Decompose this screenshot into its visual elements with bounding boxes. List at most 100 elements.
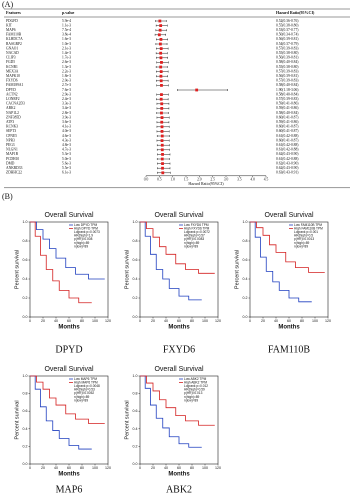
y-tick-label: 0.6	[133, 258, 138, 262]
feature-label: KCNB1	[6, 65, 18, 69]
y-tick-label: 0.8	[133, 239, 138, 243]
y-axis-label: Percent survival	[234, 250, 240, 289]
x-tick-label: 60	[67, 319, 71, 323]
feature-label: ATF3	[6, 120, 14, 124]
hr-point	[160, 93, 163, 96]
stat-annotation: n(low)=89	[294, 244, 308, 248]
stat-annotation: p(HR)=0.0052	[74, 391, 94, 395]
p-value: 7.6e-3	[62, 88, 71, 92]
gene-caption: MAP6	[56, 484, 83, 495]
feature-label: MAPK10	[6, 74, 20, 78]
x-tick-label: 80	[190, 466, 194, 470]
y-tick-label: 0.8	[243, 239, 248, 243]
hr-label: 0.58(0.40-0.84)	[276, 92, 299, 96]
x-tick-label: 0	[29, 319, 31, 323]
feature-label: MAP6	[6, 28, 16, 32]
hr-point	[160, 102, 164, 106]
column-header: p.value	[62, 10, 75, 15]
x-tick-label: 100	[312, 319, 318, 323]
hr-point	[160, 143, 164, 147]
y-tick-label: 0.8	[133, 392, 138, 396]
hr-label: 1.90(1.18-3.06)	[276, 88, 299, 92]
p-value: 1.7e-3	[62, 56, 71, 60]
survival-curve	[30, 221, 92, 304]
hr-point	[160, 84, 163, 87]
survival-curve	[250, 221, 325, 273]
hr-label: 0.58(0.40-0.84)	[276, 83, 299, 87]
y-tick-label: 0.4	[23, 277, 28, 281]
plot-frame	[29, 221, 109, 318]
hr-point	[161, 153, 164, 156]
y-tick-label: 0.4	[133, 277, 138, 281]
stat-annotation: HR(high)=0.57	[184, 234, 205, 238]
legend-label: Low DPYD TPM	[74, 223, 97, 227]
feature-label: ACTN2	[6, 92, 18, 96]
y-tick-label: 0.2	[133, 296, 138, 300]
stat-annotation: Logrank p=0.0072	[184, 230, 210, 234]
x-tick-label: 4.0	[250, 178, 255, 182]
plot-title: Overall Survival	[154, 366, 203, 373]
x-tick-label: 120	[105, 466, 111, 470]
hr-point	[160, 125, 164, 129]
hr-label: 0.57(0.39-0.83)	[276, 69, 299, 73]
p-value: 1.3e-3	[62, 65, 71, 69]
hr-label: 0.61(0.42-0.88)	[276, 148, 299, 152]
hr-label: 0.59(0.41-0.86)	[276, 120, 299, 124]
legend-label: High FXYD6 TPM	[184, 226, 210, 230]
x-tick-label: 80	[80, 319, 84, 323]
y-tick-label: 0.6	[243, 258, 248, 262]
p-value: 6.1e-3	[62, 171, 71, 175]
survival-curve	[30, 375, 92, 450]
hr-label: 0.62(0.43-0.90)	[276, 166, 299, 170]
x-axis-label: Months	[278, 325, 300, 331]
hr-label: 0.61(0.42-0.88)	[276, 134, 299, 138]
stat-annotation: Logrank p=0.012	[184, 384, 208, 388]
plot-frame	[139, 375, 219, 465]
feature-label: NACAD	[6, 51, 19, 55]
x-tick-label: 40	[54, 466, 58, 470]
x-tick-label: 80	[80, 466, 84, 470]
feature-label: FAM189A1	[6, 83, 24, 87]
hr-label: 0.60(0.41-0.87)	[276, 125, 299, 129]
feature-label: PEG3	[6, 143, 15, 147]
legend-label: Low ABK2 TPM	[184, 377, 207, 381]
y-tick-label: 0.0	[133, 462, 138, 466]
x-tick-label: 0	[29, 466, 31, 470]
p-value: 4.0e-3	[62, 129, 71, 133]
y-tick-label: 0.0	[133, 315, 138, 319]
y-tick-label: 0.0	[23, 315, 28, 319]
legend-label: Low FAM110B TPM	[294, 223, 322, 227]
stat-annotation: n(high)=89	[184, 395, 200, 399]
p-value: 2.6e-3	[62, 60, 71, 64]
y-tick-label: 0.2	[23, 444, 28, 448]
legend-label: Low MAP6 TPM	[74, 377, 97, 381]
stat-annotation: HR(high)=0.59	[184, 388, 205, 392]
hr-label: 0.53(0.37-0.77)	[276, 28, 299, 32]
stat-annotation: p(HR)=0.0083	[184, 237, 204, 241]
feature-label: MAP1B	[6, 152, 19, 156]
y-axis-label: Percent survival	[14, 400, 20, 439]
p-value: 1.1e-3	[62, 23, 71, 27]
y-axis-label: Percent survival	[14, 250, 20, 289]
p-value: 7.5e-4	[62, 28, 71, 32]
plot-title: Overall Survival	[44, 212, 93, 219]
feature-label: SEPT3	[6, 129, 16, 133]
survival-curve	[30, 375, 105, 424]
hr-point	[159, 38, 163, 41]
hr-label: 0.58(0.40-0.84)	[276, 60, 299, 64]
x-tick-label: 0.0	[144, 178, 149, 182]
x-tick-label: 40	[54, 319, 58, 323]
survival-curve	[140, 375, 202, 448]
x-axis-label: Months	[168, 472, 190, 478]
gene-caption: ABK2	[166, 484, 192, 495]
feature-label: LONRF2	[6, 97, 20, 101]
hr-point	[159, 24, 163, 27]
hr-label: 0.54(0.37-0.79)	[276, 42, 299, 46]
plot-title: Overall Survival	[44, 366, 93, 373]
legend-label: High ABK2 TPM	[184, 380, 207, 384]
survival-curve	[140, 221, 202, 301]
x-tick-label: 120	[105, 319, 111, 323]
p-value: 5.9e-4	[62, 19, 71, 23]
